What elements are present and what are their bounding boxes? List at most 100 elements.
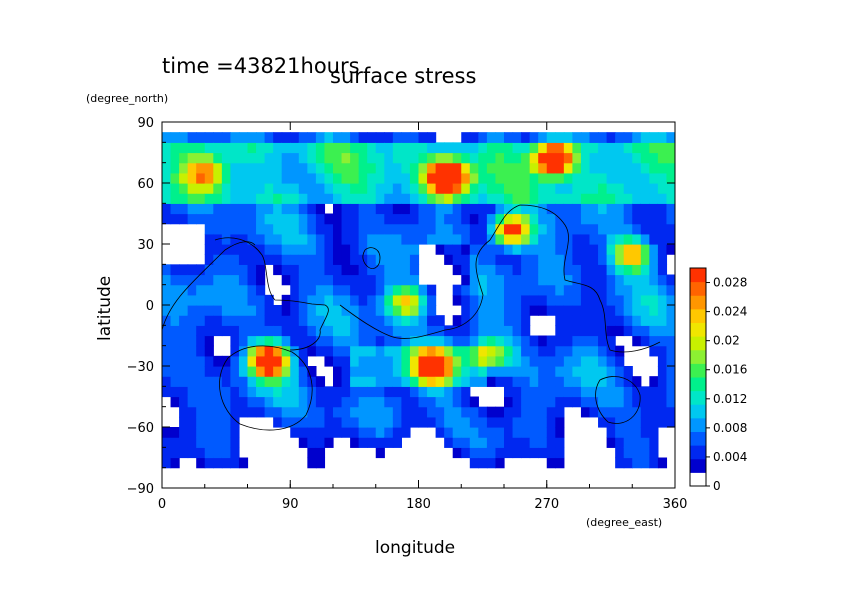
heatmap-cell [230, 233, 240, 245]
heatmap-cell [521, 386, 531, 398]
heatmap-cell [290, 396, 300, 408]
heatmap-cell [401, 152, 411, 164]
heatmap-cell [555, 345, 565, 357]
heatmap-cell [162, 264, 172, 276]
heatmap-cell [427, 366, 437, 377]
heatmap-cell [598, 223, 608, 235]
heatmap-cell [409, 162, 420, 174]
heatmap-cell [572, 152, 582, 164]
heatmap-cell [350, 284, 360, 296]
heatmap-cell [273, 396, 283, 408]
heatmap-cell [170, 203, 180, 215]
heatmap-cell [358, 355, 368, 367]
heatmap-cell [521, 233, 531, 245]
heatmap-cell [580, 142, 591, 154]
heatmap-cell [290, 345, 300, 357]
heatmap-cell [196, 213, 206, 225]
heatmap-cell [281, 162, 291, 174]
heatmap-cell [444, 437, 454, 448]
heatmap-cell [538, 183, 548, 194]
heatmap-cell [504, 172, 514, 184]
y-tick-label: 60 [137, 177, 154, 192]
heatmap-cell [392, 437, 402, 448]
heatmap-cell [170, 437, 180, 448]
heatmap-cell [256, 284, 266, 296]
heatmap-cell [221, 427, 231, 438]
heatmap-cell [170, 162, 180, 174]
heatmap-cell [589, 315, 599, 326]
heatmap-cell [204, 366, 214, 377]
heatmap-cell [606, 172, 616, 184]
heatmap-cell [273, 132, 283, 143]
heatmap-cell [162, 213, 172, 225]
heatmap-cell [418, 203, 428, 215]
heatmap-cell [580, 172, 591, 184]
heatmap-cell [649, 325, 659, 337]
colorbar-tick-label: 0.008 [713, 421, 747, 435]
heatmap-cell [632, 244, 642, 255]
heatmap-cell [478, 345, 488, 357]
heatmap-cell [538, 193, 548, 204]
heatmap-cell [341, 172, 351, 184]
heatmap-cell [324, 305, 334, 316]
heatmap-cell [632, 264, 642, 276]
heatmap-cell [298, 183, 308, 194]
heatmap-cell [418, 406, 428, 418]
heatmap-cell [162, 437, 172, 448]
heatmap-cell [179, 396, 189, 408]
heatmap-cell [196, 376, 206, 387]
heatmap-cell [435, 325, 445, 337]
plot-area [161, 121, 676, 489]
heatmap-cell [247, 355, 257, 367]
heatmap-cell [589, 203, 599, 215]
heatmap-cell [315, 416, 326, 428]
heatmap-cell [461, 172, 471, 184]
x-axis-label: longitude [375, 538, 455, 558]
heatmap-cell [204, 294, 214, 306]
heatmap-cell [247, 325, 257, 337]
heatmap-cell [196, 193, 206, 204]
heatmap-cell [230, 376, 240, 387]
heatmap-cell [324, 233, 334, 245]
heatmap-cell [529, 305, 539, 316]
heatmap-cell [649, 132, 659, 143]
heatmap-cell [273, 366, 283, 377]
heatmap-cell [435, 172, 445, 184]
heatmap-cell [427, 183, 437, 194]
heatmap-cell [392, 223, 402, 235]
heatmap-cell [187, 274, 197, 286]
heatmap-cell [179, 386, 189, 398]
heatmap-cell [230, 183, 240, 194]
heatmap-cell [256, 162, 266, 174]
heatmap-cell [350, 427, 360, 438]
heatmap-cell [333, 427, 343, 438]
heatmap-cell [563, 355, 573, 367]
heatmap-cell [615, 203, 625, 215]
heatmap-cell [623, 305, 633, 316]
heatmap-cell [504, 396, 514, 408]
heatmap-cell [538, 213, 548, 225]
heatmap-cell [375, 223, 385, 235]
heatmap-cell [333, 335, 343, 347]
heatmap-cell [521, 355, 531, 367]
heatmap-cell [521, 264, 531, 276]
heatmap-cell [221, 396, 231, 408]
heatmap-cell [640, 284, 650, 296]
heatmap-cell [546, 274, 556, 286]
heatmap-cell [221, 325, 231, 337]
heatmap-cell [444, 244, 454, 255]
heatmap-cell [358, 233, 368, 245]
heatmap-cell [298, 274, 308, 286]
heatmap-cell [204, 152, 214, 164]
heatmap-cell [333, 193, 343, 204]
heatmap-cell [213, 427, 223, 438]
heatmap-cell [350, 345, 360, 357]
heatmap-cell [529, 254, 539, 265]
heatmap-cell [589, 183, 599, 194]
heatmap-cell [504, 366, 514, 377]
heatmap-cell [170, 193, 180, 204]
heatmap-cell [486, 447, 497, 459]
heatmap-cell [264, 152, 274, 164]
heatmap-cell [418, 355, 428, 367]
heatmap-cell [333, 244, 343, 255]
